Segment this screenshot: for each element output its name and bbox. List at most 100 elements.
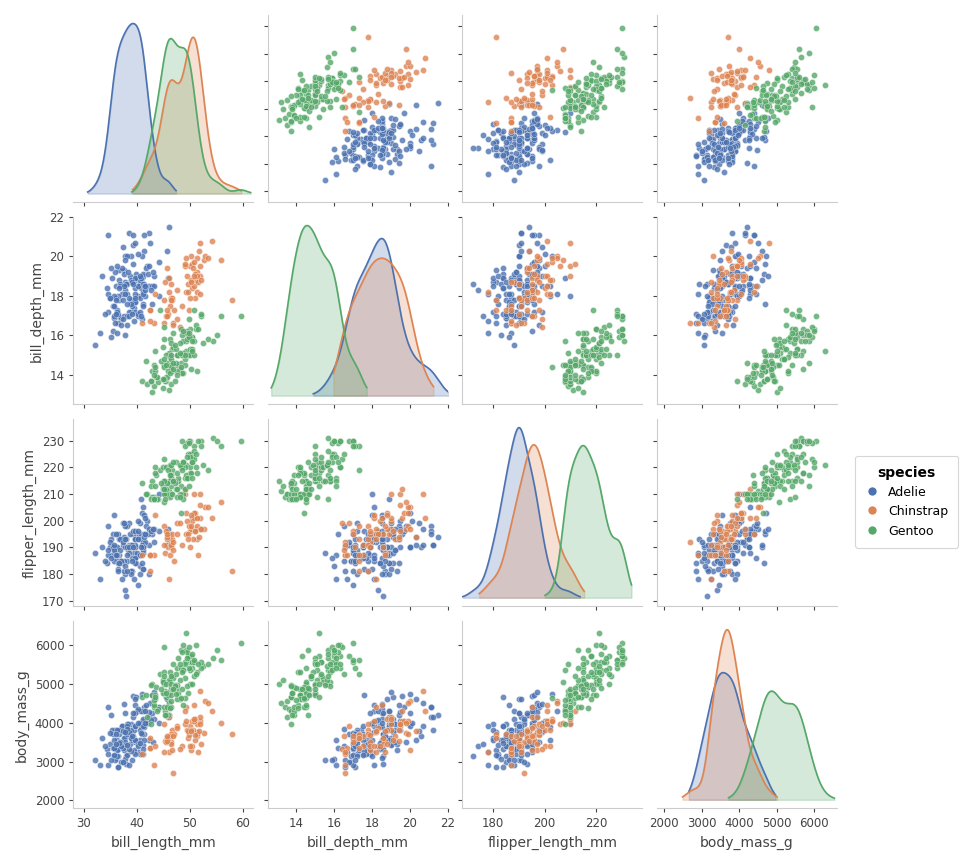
Point [307,463,323,477]
Point [808,309,823,323]
Point [159,710,175,724]
Point [590,95,605,109]
Point [362,93,378,106]
Point [727,556,742,570]
Point [156,293,172,307]
Point [417,704,432,718]
Point [503,759,518,772]
Point [388,147,404,161]
Point [299,83,315,97]
Point [759,102,775,116]
Point [727,281,742,295]
Point [520,96,536,110]
Point [354,720,370,734]
Point [752,368,768,381]
Point [711,556,727,570]
Point [378,723,394,737]
Point [575,340,591,354]
Point [718,533,734,547]
Point [307,676,323,690]
Point [158,692,174,706]
Point [569,356,585,369]
Point [400,54,416,68]
Point [710,151,726,165]
Point [513,739,529,753]
Point [360,538,376,552]
Point [798,77,814,91]
Point [556,358,572,372]
Point [130,524,146,538]
Point [729,293,744,307]
Point [408,122,423,136]
Point [794,329,810,343]
Point [593,89,608,103]
Point [583,665,599,679]
Point [790,42,806,55]
Point [742,272,758,285]
Point [559,88,575,102]
Point [528,710,544,724]
Point [513,293,529,307]
Point [520,724,536,738]
Point [541,287,556,301]
Point [575,675,591,689]
Point [132,734,148,747]
Point [753,273,769,287]
Point [155,479,170,493]
Point [335,543,351,557]
Point [787,346,803,360]
Point [193,684,208,698]
Point [390,533,406,547]
Point [158,676,174,690]
Point [119,565,135,579]
Point [183,724,199,738]
Point [577,80,593,93]
Point [714,244,730,258]
Point [788,71,804,85]
Point [745,98,761,112]
Point [303,468,319,482]
Point [142,522,157,535]
Point [204,234,220,247]
Point [495,160,511,174]
Point [511,249,526,263]
Point [712,99,728,112]
Point [328,573,343,586]
Point [723,73,738,87]
Point [588,655,603,669]
Point [590,336,605,350]
Point [727,556,742,570]
Point [159,369,175,383]
Point [575,348,591,362]
Point [162,538,178,552]
Point [541,739,556,753]
Point [555,675,570,689]
Point [392,723,408,737]
Point [765,369,780,383]
Point [376,533,391,547]
Point [291,465,307,479]
Point [157,484,173,498]
Point [130,533,146,547]
Point [163,735,179,749]
Point [368,522,383,535]
Point [309,474,325,488]
Point [289,482,304,496]
Point [511,718,526,732]
Point [122,737,138,751]
Point [163,468,179,482]
Point [147,490,162,503]
Point [430,708,446,721]
Point [345,98,361,112]
Point [702,66,718,80]
Point [135,541,151,554]
Point [539,121,555,135]
Point [161,383,177,397]
Point [179,324,195,338]
Point [753,538,769,552]
Point [182,720,198,734]
Point [518,287,534,301]
Point [103,541,118,554]
Point [729,289,744,303]
Point [768,344,783,358]
